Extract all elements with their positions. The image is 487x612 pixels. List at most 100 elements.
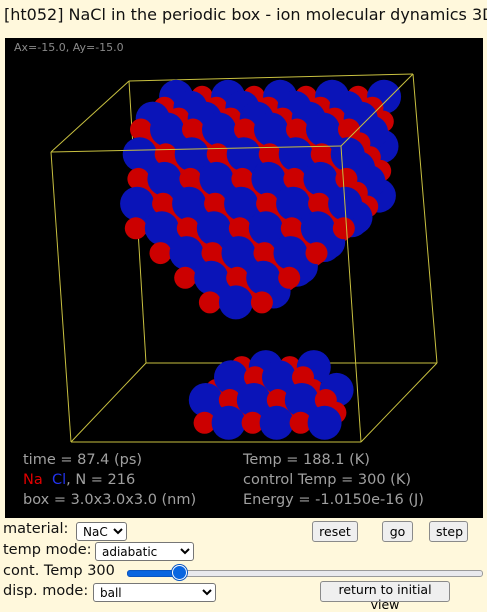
cl-ion bbox=[251, 161, 286, 196]
na-ion bbox=[228, 217, 251, 240]
na-ion bbox=[256, 192, 279, 215]
na-ion bbox=[286, 118, 308, 141]
na-ion bbox=[182, 118, 204, 141]
cl-ion bbox=[147, 161, 182, 196]
na-ion bbox=[335, 167, 358, 190]
cl-ion bbox=[300, 211, 335, 246]
box-edge bbox=[360, 362, 438, 443]
cont-temp-label: cont. Temp 300 bbox=[3, 563, 115, 579]
step-button[interactable]: step bbox=[429, 521, 468, 542]
na-ion bbox=[154, 143, 177, 166]
box-edge bbox=[340, 73, 414, 147]
na-ion bbox=[266, 389, 289, 411]
species-legend: Na Cl, N = 216 bbox=[23, 472, 135, 488]
box-edge bbox=[412, 73, 438, 364]
cl-ion bbox=[172, 186, 207, 221]
na-ion bbox=[234, 118, 256, 141]
na-ion bbox=[201, 242, 224, 265]
cl-ion bbox=[254, 112, 288, 147]
cl-ion bbox=[211, 405, 246, 440]
cl-ion bbox=[174, 137, 209, 172]
na-ion bbox=[314, 389, 337, 411]
cont-temp-caption: cont. Temp bbox=[3, 563, 83, 579]
na-ion bbox=[280, 217, 303, 240]
box-edge bbox=[50, 151, 72, 443]
na-ion bbox=[241, 411, 264, 434]
na-ion bbox=[310, 143, 333, 166]
periodic-box-front-edges bbox=[50, 73, 414, 443]
time-readout: time = 87.4 (ps) bbox=[23, 452, 143, 468]
na-ion bbox=[179, 167, 202, 190]
cl-ion bbox=[150, 112, 184, 147]
na-ion bbox=[193, 411, 216, 434]
na-ion bbox=[258, 143, 281, 166]
na-ion bbox=[124, 217, 147, 240]
md-3d-scene[interactable] bbox=[5, 38, 483, 518]
cl-ion bbox=[276, 186, 311, 221]
na-ion bbox=[174, 266, 197, 289]
box-edge bbox=[50, 145, 342, 153]
cont-temp-slider[interactable] bbox=[127, 565, 483, 580]
na-ion bbox=[204, 192, 227, 215]
legend-na: Na bbox=[23, 472, 43, 488]
cl-ion bbox=[284, 383, 319, 417]
material-label: material: bbox=[3, 521, 69, 537]
cl-ion bbox=[273, 236, 308, 271]
na-ion bbox=[332, 217, 355, 240]
md-3d-viewport[interactable]: Ax=-15.0, Ay=-15.0 time = 87.4 (ps) Na C… bbox=[5, 38, 483, 518]
cl-ion bbox=[246, 260, 281, 295]
cl-ion bbox=[218, 285, 253, 320]
cl-ion bbox=[188, 383, 223, 417]
na-ion bbox=[292, 366, 314, 389]
na-ion bbox=[278, 266, 301, 289]
na-ion bbox=[226, 266, 249, 289]
box-size-readout: box = 3.0x3.0x3.0 (nm) bbox=[23, 492, 197, 508]
box-edge bbox=[128, 73, 414, 82]
ion-atoms bbox=[120, 79, 402, 440]
cl-ion bbox=[307, 405, 342, 440]
reset-button[interactable]: reset bbox=[312, 521, 358, 542]
cl-ion bbox=[199, 161, 234, 196]
box-edge bbox=[50, 80, 130, 153]
temp-mode-select[interactable]: adiabatic bbox=[95, 542, 194, 561]
na-ion bbox=[130, 118, 152, 141]
return-initial-view-button[interactable]: return to initial view bbox=[320, 581, 450, 612]
cl-ion bbox=[224, 186, 259, 221]
cl-ion bbox=[122, 137, 157, 172]
box-edge bbox=[340, 145, 362, 443]
na-ion bbox=[244, 366, 266, 389]
disp-mode-select[interactable]: ball bbox=[93, 583, 216, 602]
go-button[interactable]: go bbox=[382, 521, 413, 542]
cl-ion bbox=[330, 137, 365, 172]
na-ion bbox=[231, 167, 254, 190]
cl-ion bbox=[144, 211, 179, 246]
na-ion bbox=[338, 118, 360, 141]
na-ion bbox=[176, 217, 199, 240]
slider-thumb[interactable] bbox=[171, 565, 187, 580]
cl-ion bbox=[236, 383, 271, 417]
cl-ion bbox=[202, 112, 236, 147]
rotation-readout: Ax=-15.0, Ay=-15.0 bbox=[14, 41, 124, 54]
na-ion bbox=[149, 242, 172, 265]
cl-ion bbox=[169, 236, 204, 271]
cl-ion bbox=[259, 405, 294, 440]
material-select[interactable]: NaCl bbox=[76, 522, 127, 541]
cl-ion bbox=[120, 186, 155, 221]
na-ion bbox=[198, 291, 221, 314]
atom-count: , N = 216 bbox=[66, 472, 136, 488]
na-ion bbox=[305, 242, 328, 265]
na-ion bbox=[308, 192, 331, 215]
na-ion bbox=[127, 167, 150, 190]
cl-ion bbox=[303, 161, 338, 196]
page-title: [ht052] NaCl in the periodic box - ion m… bbox=[4, 5, 487, 24]
temp-mode-label: temp mode: bbox=[3, 542, 92, 558]
na-ion bbox=[218, 389, 241, 411]
legend-cl: Cl bbox=[51, 472, 67, 488]
disp-mode-label: disp. mode: bbox=[3, 583, 89, 599]
box-edge bbox=[70, 362, 147, 443]
cl-ion bbox=[226, 137, 261, 172]
cont-temp-value: 300 bbox=[87, 563, 115, 579]
cl-ion bbox=[248, 211, 283, 246]
cl-ion bbox=[278, 137, 313, 172]
cl-ion bbox=[214, 360, 248, 395]
